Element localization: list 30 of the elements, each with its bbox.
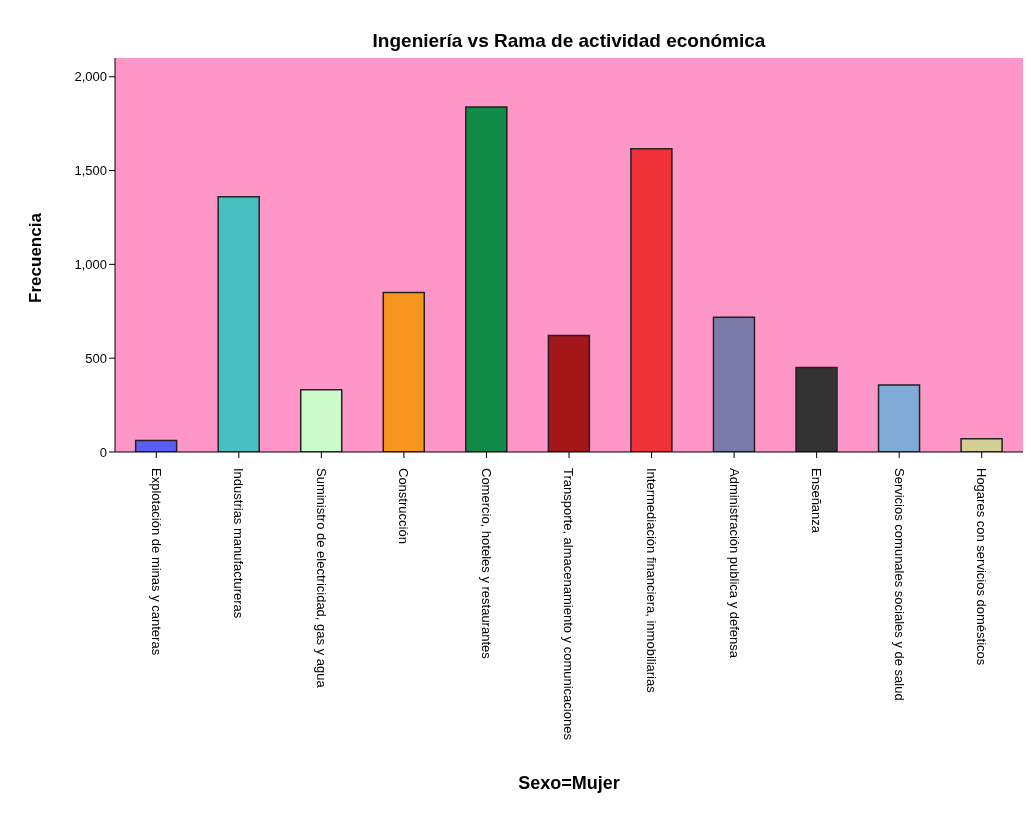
x-tick-label: Administración publica y defensa xyxy=(726,468,742,659)
bar xyxy=(217,195,260,452)
bar xyxy=(960,438,1003,452)
x-tick-label: Intermediación financiera, inmobiliarias xyxy=(644,468,659,694)
x-tick-label: Industrias manufactureras xyxy=(231,468,247,619)
x-tick-label: Comercio, hoteles y restaurantes xyxy=(478,468,494,660)
y-tick-label: 500 xyxy=(85,350,107,366)
bar xyxy=(630,148,673,452)
bar xyxy=(134,439,178,452)
x-tick-label: Suministro de electricidad, gas y agua xyxy=(313,468,329,689)
x-tick-label: Servicios comunales sociales y de salud xyxy=(891,468,907,701)
bar xyxy=(299,388,343,452)
y-axis-title: Frecuencia xyxy=(26,213,46,303)
y-tick-label: 1,000 xyxy=(74,257,107,272)
bar xyxy=(795,366,838,452)
x-tick-label: Hogares con servicios domésticos xyxy=(974,468,990,666)
bar xyxy=(712,316,756,452)
x-axis-title: Sexo=Mujer xyxy=(517,773,621,794)
bar xyxy=(465,106,508,452)
chart-title: Ingeniería vs Rama de actividad económica xyxy=(371,30,767,52)
x-tick-label: Transporte, almacenamiento y comunicaciones xyxy=(561,468,577,741)
bar xyxy=(547,334,591,452)
y-tick-label: 1,500 xyxy=(74,163,107,179)
y-tick-label: 2,000 xyxy=(74,69,107,85)
y-tick-label: 0 xyxy=(99,444,107,460)
bar xyxy=(877,384,921,452)
x-tick-label: Explotación de minas y canteras xyxy=(148,468,164,656)
x-tick-label: Enseñanza xyxy=(809,468,825,534)
x-tick-label: Construcción xyxy=(396,468,412,544)
bar xyxy=(382,291,426,452)
